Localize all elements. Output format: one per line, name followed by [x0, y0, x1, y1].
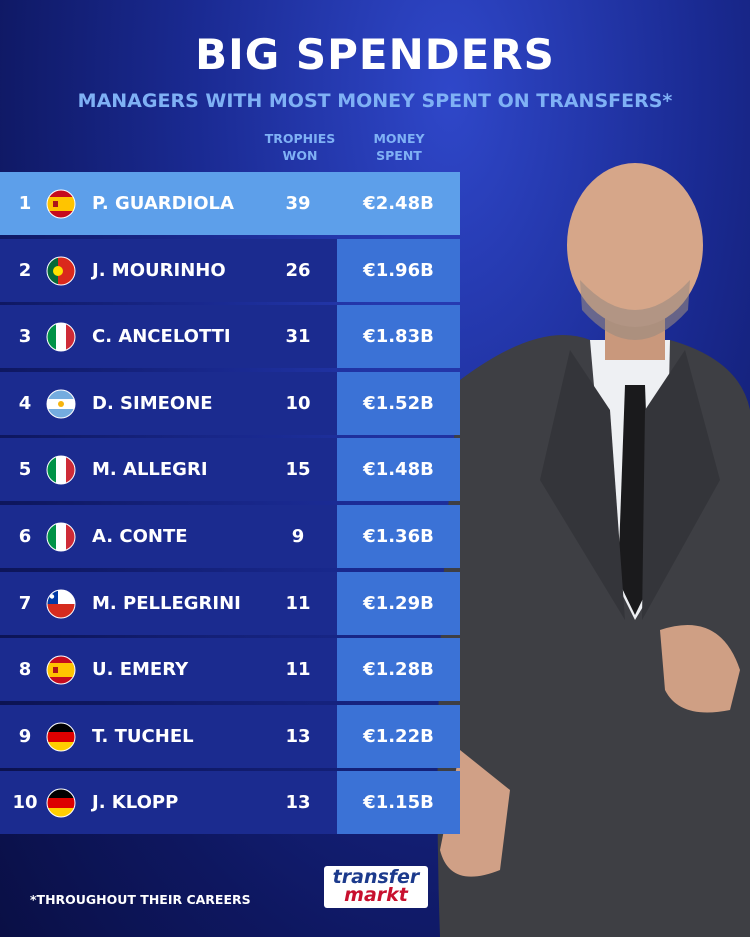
money-spent: €2.48B — [363, 193, 434, 214]
manager-name: D. SIMEONE — [92, 392, 213, 414]
rank: 9 — [18, 725, 32, 747]
table-row: 8 U. EMERY 11 €1.28B — [0, 638, 460, 702]
money-spent: €1.48B — [363, 459, 434, 481]
money-spent: €1.52B — [363, 392, 434, 414]
manager-name: M. PELLEGRINI — [92, 592, 241, 614]
rank: 7 — [18, 592, 32, 614]
money-cell-bg — [337, 238, 460, 302]
table-row: 5 M. ALLEGRI 15 €1.48B — [0, 438, 460, 502]
rank: 10 — [12, 792, 38, 814]
flag — [46, 322, 76, 352]
flag — [46, 788, 76, 818]
manager-name: T. TUCHEL — [92, 725, 194, 747]
manager-name: C. ANCELOTTI — [92, 326, 231, 348]
money-cell-bg — [337, 505, 460, 568]
footnote: *THROUGHOUT THEIR CAREERS — [30, 892, 251, 907]
table-row: 6 A. CONTE 9 €1.36B — [0, 505, 460, 568]
rank: 8 — [18, 659, 32, 681]
title: BIG SPENDERS — [195, 30, 555, 79]
money-spent: €1.36B — [363, 526, 434, 547]
money-cell-bg — [337, 571, 460, 635]
rank: 1 — [18, 193, 32, 214]
flag — [46, 389, 76, 419]
trophies-won: 10 — [285, 392, 311, 414]
money-cell-bg — [337, 771, 460, 835]
manager-photo — [437, 163, 750, 937]
money-cell-bg — [337, 704, 460, 768]
table-row: 9 T. TUCHEL 13 €1.22B — [0, 704, 460, 768]
logo-text: markt — [344, 884, 408, 906]
rank: 6 — [18, 526, 32, 547]
rank: 2 — [18, 259, 32, 281]
money-cell-bg — [337, 371, 460, 435]
trophies-won: 31 — [285, 326, 311, 348]
column-header: MONEY SPENT — [373, 131, 425, 163]
table-row: 3 C. ANCELOTTI 31 €1.83B — [0, 305, 460, 369]
manager-name: J. KLOPP — [92, 792, 179, 814]
money-cell-bg — [337, 438, 460, 502]
trophies-won: 11 — [285, 592, 311, 614]
trophies-won: 11 — [285, 659, 311, 681]
money-spent: €1.83B — [363, 326, 434, 348]
flag — [46, 189, 76, 219]
column-header: TROPHIES WON — [264, 131, 336, 163]
money-cell-bg — [337, 638, 460, 702]
money-spent: €1.28B — [363, 659, 434, 681]
flag — [46, 522, 76, 552]
table-row: 1 P. GUARDIOLA 39 €2.48B — [0, 172, 460, 235]
logo: transfer markt — [324, 866, 428, 908]
logo-text: transfer — [332, 866, 420, 888]
rank: 5 — [18, 459, 32, 481]
flag — [46, 455, 76, 485]
trophies-won: 39 — [285, 193, 311, 214]
money-spent: €1.96B — [363, 259, 434, 281]
money-spent: €1.22B — [363, 725, 434, 747]
flag — [46, 256, 76, 286]
table-row: 2 J. MOURINHO 26 €1.96B — [0, 238, 460, 302]
money-spent: €1.29B — [363, 592, 434, 614]
trophies-won: 9 — [291, 526, 305, 547]
trophies-won: 15 — [285, 459, 311, 481]
manager-name: A. CONTE — [92, 526, 188, 547]
manager-name: U. EMERY — [92, 659, 189, 681]
trophies-won: 26 — [285, 259, 311, 281]
table-row: 7 M. PELLEGRINI 11 €1.29B — [0, 571, 460, 635]
trophies-won: 13 — [285, 725, 311, 747]
manager-name: J. MOURINHO — [92, 259, 226, 281]
manager-name: P. GUARDIOLA — [92, 193, 234, 214]
flag — [46, 589, 76, 619]
money-cell-bg — [337, 305, 460, 369]
trophies-won: 13 — [285, 792, 311, 814]
rank: 3 — [18, 326, 32, 348]
flag — [46, 655, 76, 685]
table-row: 4 D. SIMEONE 10 €1.52B — [0, 371, 460, 435]
money-spent: €1.15B — [363, 792, 434, 814]
table-row: 10 J. KLOPP 13 €1.15B — [0, 771, 460, 835]
flag — [46, 722, 76, 752]
rank: 4 — [18, 392, 32, 414]
subtitle: MANAGERS WITH MOST MONEY SPENT ON TRANSF… — [77, 90, 673, 112]
manager-name: M. ALLEGRI — [92, 459, 208, 481]
